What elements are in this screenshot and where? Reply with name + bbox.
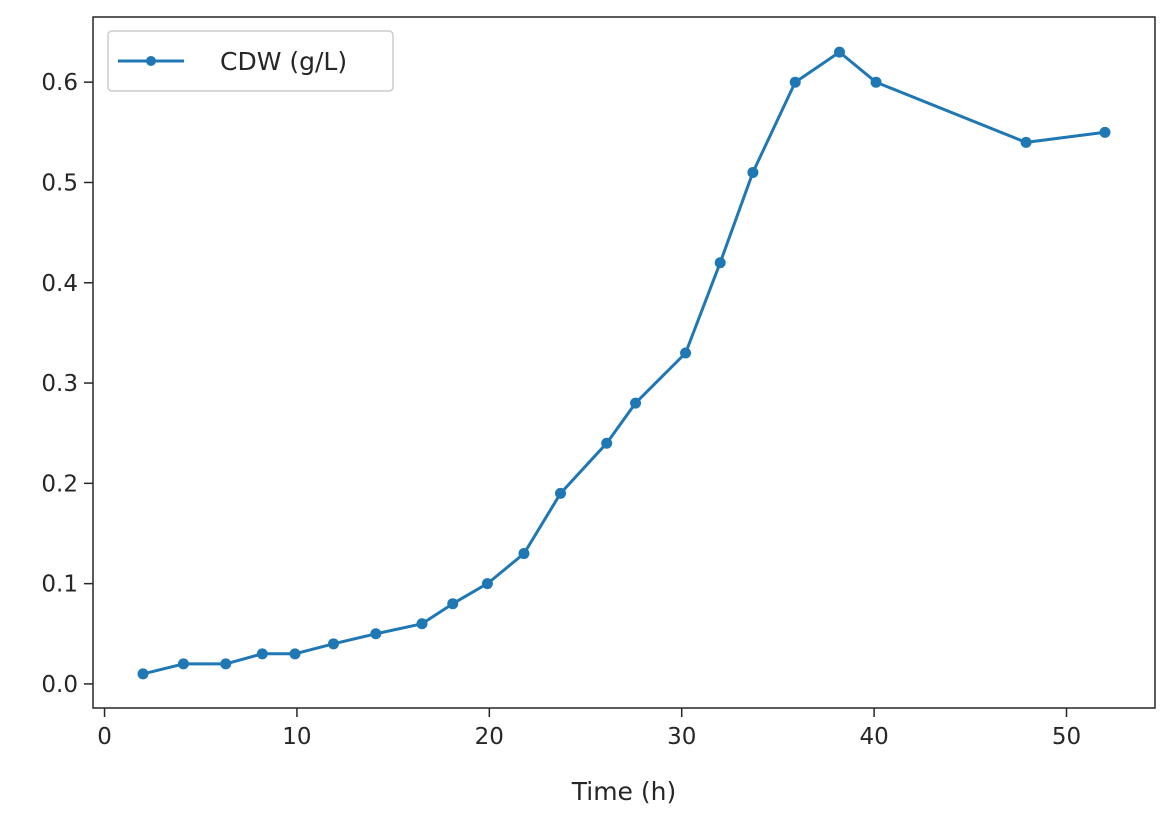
- x-tick-label: 0: [97, 724, 112, 750]
- x-axis-title: Time (h): [571, 777, 676, 806]
- data-point: [518, 548, 530, 560]
- legend-label: CDW (g/L): [220, 47, 347, 76]
- data-point: [747, 166, 759, 178]
- legend-box: [107, 30, 394, 92]
- y-tick-label: 0.5: [41, 170, 78, 196]
- data-point: [416, 618, 428, 630]
- data-point: [1099, 126, 1111, 138]
- plot-frame: [92, 16, 1156, 709]
- axes: 0 10 20 30 40 50 0.0 0.1 0.2 0.3 0.4 0.5 0.6: [41, 16, 1156, 750]
- data-point: [680, 347, 692, 359]
- data-point: [370, 628, 382, 640]
- plot-area: [137, 46, 1111, 680]
- y-tick-label: 0.2: [41, 471, 78, 497]
- data-point: [630, 397, 642, 409]
- data-point: [601, 437, 613, 449]
- series-line-0: [141, 50, 1107, 676]
- data-point: [714, 257, 726, 269]
- data-point: [870, 76, 882, 88]
- y-tick-label: 0.4: [41, 271, 78, 297]
- y-tick-label: 0.1: [41, 572, 78, 598]
- data-point: [327, 638, 339, 650]
- data-point: [555, 487, 567, 499]
- legend-marker-swatch: [146, 56, 156, 66]
- data-point: [177, 658, 189, 670]
- data-point: [789, 76, 801, 88]
- data-point: [1020, 136, 1032, 148]
- y-tick-label: 0.3: [41, 371, 78, 397]
- data-point: [256, 648, 268, 660]
- x-tick-label: 50: [1052, 724, 1081, 750]
- x-tick-label: 30: [667, 724, 696, 750]
- data-point: [447, 598, 459, 610]
- y-tick-label: 0.6: [41, 70, 78, 96]
- data-point: [220, 658, 232, 670]
- y-tick-label: 0.0: [41, 672, 78, 698]
- legend: CDW (g/L): [107, 30, 394, 92]
- data-point: [833, 46, 845, 58]
- data-point: [137, 668, 149, 680]
- data-point: [481, 578, 493, 590]
- x-tick-label: 20: [475, 724, 504, 750]
- data-point: [289, 648, 301, 660]
- x-tick-label: 40: [859, 724, 888, 750]
- x-tick-label: 10: [282, 724, 311, 750]
